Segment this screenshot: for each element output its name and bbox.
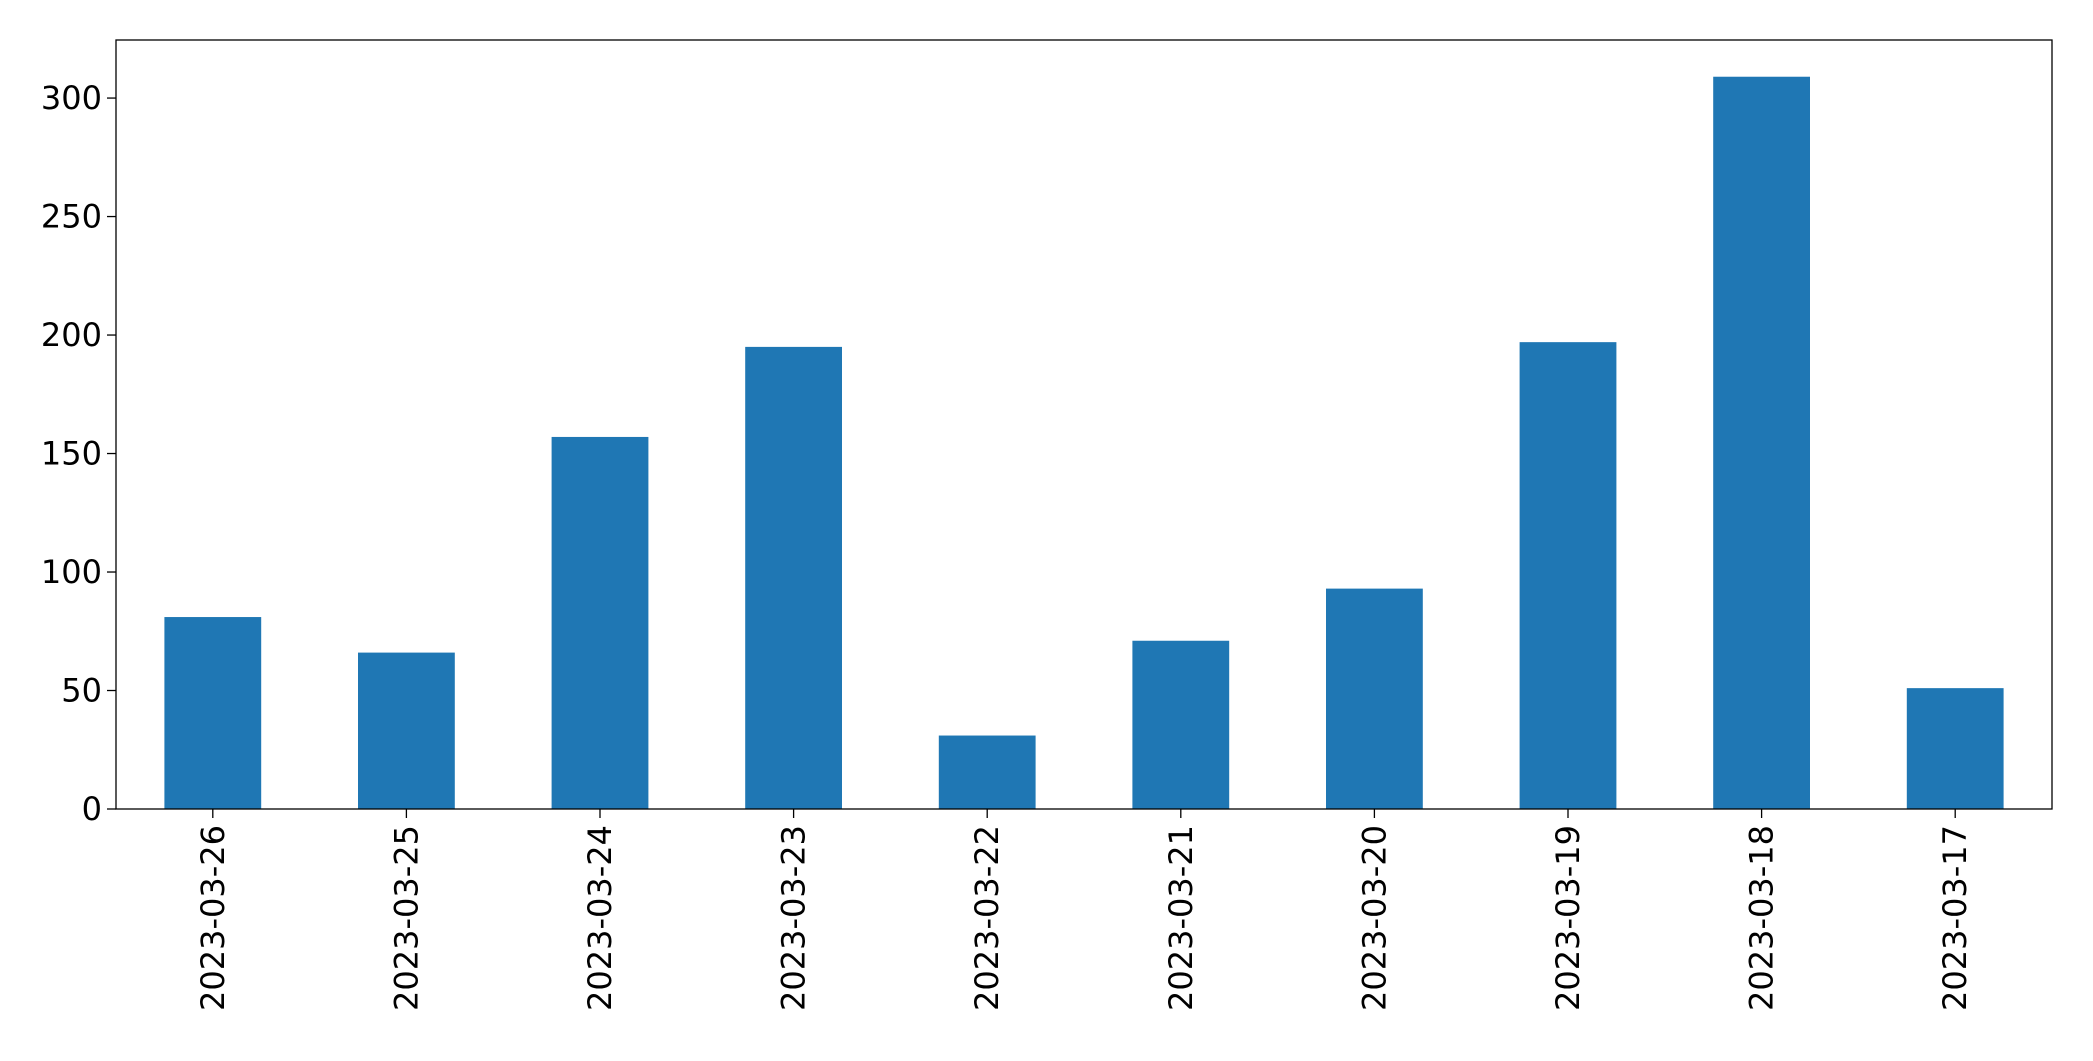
y-tick-label: 300 <box>41 79 102 117</box>
x-tick-label: 2023-03-21 <box>1162 825 1200 1011</box>
y-tick-label: 0 <box>82 790 102 828</box>
bar <box>1906 688 2004 809</box>
bar <box>358 652 455 809</box>
bar <box>745 346 842 809</box>
x-tick-label: 2023-03-19 <box>1549 825 1587 1011</box>
x-tick-label: 2023-03-17 <box>1936 825 1974 1011</box>
x-tick-label: 2023-03-22 <box>968 825 1006 1011</box>
x-tick-label: 2023-03-24 <box>581 825 619 1011</box>
y-tick-label: 150 <box>41 435 102 473</box>
bar <box>1326 588 1423 809</box>
plot-frame <box>115 39 2053 810</box>
y-tick-label: 50 <box>61 672 102 710</box>
x-tick-label: 2023-03-20 <box>1355 825 1393 1011</box>
y-tick-label: 100 <box>41 553 102 591</box>
x-tick-label: 2023-03-18 <box>1743 825 1781 1011</box>
y-tick-label: 200 <box>41 316 102 354</box>
y-tick-label: 250 <box>41 198 102 236</box>
x-tick-label: 2023-03-23 <box>775 825 813 1011</box>
x-tick-label: 2023-03-25 <box>387 825 425 1011</box>
bar <box>1713 76 1810 810</box>
bar <box>938 735 1036 809</box>
bar <box>164 617 262 809</box>
bar <box>1132 640 1230 809</box>
x-tick-label: 2023-03-26 <box>194 825 232 1011</box>
bar <box>551 436 649 809</box>
bar <box>1519 342 1617 809</box>
